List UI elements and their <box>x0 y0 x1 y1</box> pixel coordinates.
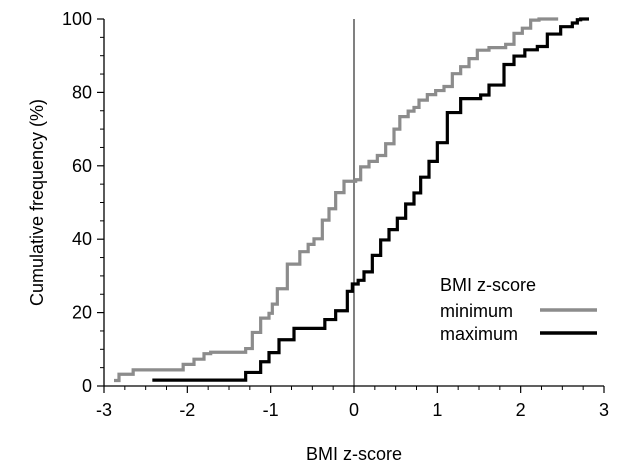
legend: BMI z-score minimum maximum <box>440 275 597 344</box>
x-tick-label: 1 <box>432 400 442 420</box>
x-tick-label: 3 <box>599 400 609 420</box>
series-line-maximum <box>152 17 589 382</box>
x-axis-ticks: -3 -2 -1 0 1 2 3 <box>96 386 609 420</box>
y-axis-label: Cumulative frequency (%) <box>27 99 47 306</box>
y-tick-label: 60 <box>72 156 92 176</box>
x-axis-label: BMI z-score <box>306 444 402 464</box>
y-axis-ticks: 0 20 40 60 80 100 <box>62 9 104 396</box>
x-tick-label: 2 <box>516 400 526 420</box>
x-tick-label: -2 <box>179 400 195 420</box>
y-tick-label: 40 <box>72 229 92 249</box>
legend-title: BMI z-score <box>440 275 536 295</box>
x-tick-label: -3 <box>96 400 112 420</box>
y-tick-label: 100 <box>62 9 92 29</box>
x-tick-label: -1 <box>263 400 279 420</box>
y-tick-label: 0 <box>82 376 92 396</box>
legend-label-minimum: minimum <box>440 301 513 321</box>
y-tick-label: 20 <box>72 303 92 323</box>
y-tick-label: 80 <box>72 82 92 102</box>
x-tick-label: 0 <box>349 400 359 420</box>
axes <box>103 19 604 387</box>
legend-label-maximum: maximum <box>440 324 518 344</box>
series-line-minimum <box>114 17 559 383</box>
series-layer <box>114 17 589 383</box>
